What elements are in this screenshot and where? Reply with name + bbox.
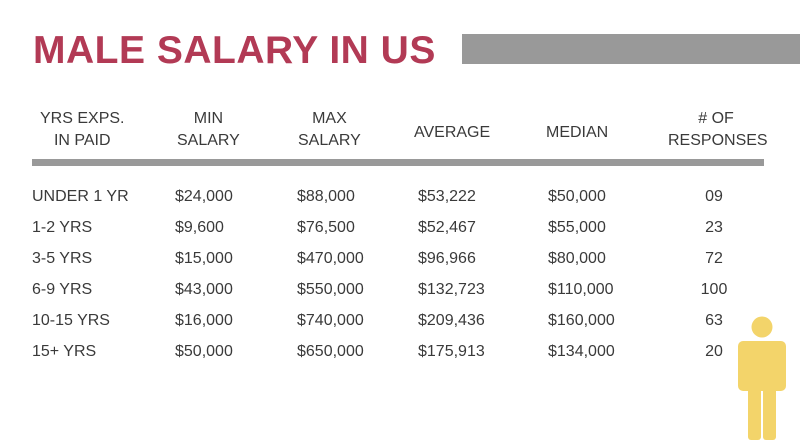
header-median: MEDIAN xyxy=(546,122,608,144)
header-line: MIN xyxy=(193,110,224,127)
table-cell: $53,222 xyxy=(418,188,476,205)
table-cell: $50,000 xyxy=(175,343,233,360)
header-line: YRS EXPS. xyxy=(40,110,125,127)
page-title: MALE SALARY IN US xyxy=(33,29,436,72)
table-cell: $24,000 xyxy=(175,188,233,205)
table-row: UNDER 1 YR $24,000 $88,000 $53,222 $50,000 09 xyxy=(0,183,800,211)
person-icon xyxy=(738,316,786,440)
table-cell: $175,913 xyxy=(418,343,485,360)
header-line: # OF xyxy=(698,110,734,127)
table-cell: $15,000 xyxy=(175,250,233,267)
table-cell: $55,000 xyxy=(548,219,606,236)
table-cell: UNDER 1 YR xyxy=(32,188,129,205)
table-cell: $96,966 xyxy=(418,250,476,267)
header-years-experience: YRS EXPS. IN PAID xyxy=(40,108,124,152)
header-line: AVERAGE xyxy=(414,124,491,141)
table-cell: 100 xyxy=(700,281,728,298)
table-cell: $470,000 xyxy=(297,250,364,267)
header-line: RESPONSES xyxy=(668,132,768,149)
table-cell: $650,000 xyxy=(297,343,364,360)
table-cell: 10-15 YRS xyxy=(32,312,110,329)
table-cell: $76,500 xyxy=(297,219,355,236)
header-divider xyxy=(32,159,764,166)
table-cell: $9,600 xyxy=(175,219,224,236)
header-responses: # OF RESPONSES xyxy=(668,108,768,152)
table-cell: $740,000 xyxy=(297,312,364,329)
table-cell: $80,000 xyxy=(548,250,606,267)
table-cell: 1-2 YRS xyxy=(32,219,93,236)
table-cell: $209,436 xyxy=(418,312,485,329)
header-line: SALARY xyxy=(177,132,240,149)
table-cell: $160,000 xyxy=(548,312,615,329)
table-cell: $134,000 xyxy=(548,343,615,360)
table-cell: 72 xyxy=(705,250,723,267)
table-cell: 6-9 YRS xyxy=(32,281,93,298)
header-line: MEDIAN xyxy=(546,124,609,141)
table-row: 3-5 YRS $15,000 $470,000 $96,966 $80,000 72 xyxy=(0,245,800,273)
table-row: 6-9 YRS $43,000 $550,000 $132,723 $110,000 10… xyxy=(0,276,800,304)
table-cell: 23 xyxy=(705,219,723,236)
table-row: 1-2 YRS $9,600 $76,500 $52,467 $55,000 23 xyxy=(0,214,800,242)
header-line: MAX xyxy=(312,110,347,127)
header-line: IN PAID xyxy=(53,132,111,149)
table-cell: $16,000 xyxy=(175,312,233,329)
table-cell: 20 xyxy=(705,343,723,360)
table-cell: $110,000 xyxy=(548,281,614,298)
table-cell: $132,723 xyxy=(418,281,485,298)
table-row: 10-15 YRS $16,000 $740,000 $209,436 $160,000… xyxy=(0,307,800,335)
table-cell: 09 xyxy=(705,188,723,205)
title-accent-bar xyxy=(462,34,800,64)
table-cell: 15+ YRS xyxy=(32,343,97,360)
table-cell: $43,000 xyxy=(175,281,233,298)
table-cell: $52,467 xyxy=(418,219,476,236)
table-cell: $50,000 xyxy=(548,188,606,205)
table-row: 15+ YRS $50,000 $650,000 $175,913 $134,000 20 xyxy=(0,338,800,366)
table-cell: 3-5 YRS xyxy=(32,250,93,267)
header-line: SALARY xyxy=(298,132,361,149)
header-average: AVERAGE xyxy=(414,122,490,144)
table-cell: $550,000 xyxy=(297,281,364,298)
header-max-salary: MAX SALARY xyxy=(298,108,361,152)
header-min-salary: MIN SALARY xyxy=(177,108,240,152)
table-cell: $88,000 xyxy=(297,188,355,205)
table-cell: 63 xyxy=(705,312,723,329)
